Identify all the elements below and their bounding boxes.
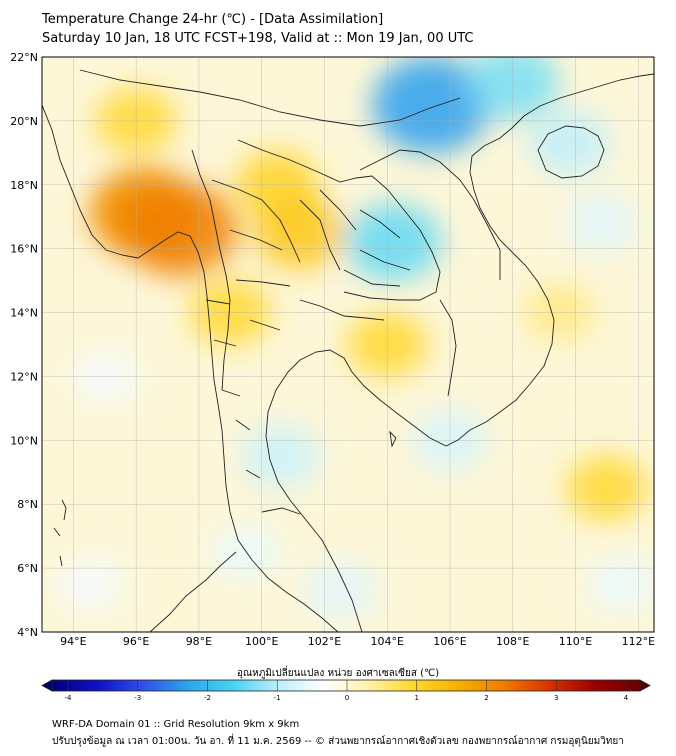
lat-label: 20°N (10, 115, 38, 128)
border-thailand-malaysia (261, 507, 301, 515)
field-region (528, 110, 610, 177)
longitude-labels: 94°E 96°E 98°E 100°E 102°E 104°E 106°E 108°E 110… (60, 635, 655, 648)
lat-label: 10°N (10, 434, 38, 447)
lon-label: 96°E (123, 635, 149, 648)
border-cambodia-vietnam (439, 299, 457, 397)
colorbar-tick-label: -2 (204, 694, 211, 702)
lon-label: 110°E (559, 635, 592, 648)
field-region (303, 561, 377, 620)
colorbar-label: อุณหภูมิเปลี่ยนแปลง หน่วย องศาเซลเซียส (… (236, 668, 440, 679)
coastline-hainan (537, 125, 605, 179)
field-region (241, 424, 320, 488)
coastline-gulf-east (265, 73, 654, 632)
map-plot-area (42, 57, 654, 632)
colorbar-low-extend (41, 679, 53, 692)
lat-label: 14°N (10, 307, 38, 320)
lon-label: 106°E (433, 635, 466, 648)
map-frame (41, 56, 655, 633)
field-region (587, 556, 654, 613)
colorbar-tick-label: -4 (64, 694, 72, 702)
colorbar-tick-label: 4 (623, 694, 629, 702)
colorbar-tick-label: 3 (554, 694, 559, 702)
lat-label: 8°N (17, 498, 38, 511)
lat-label: 22°N (10, 51, 38, 64)
lon-label: 94°E (60, 635, 86, 648)
field-region (55, 557, 123, 611)
colorbar-high-extend (639, 679, 651, 692)
colorbar-ticks (67, 680, 627, 691)
thai-provinces-a (211, 179, 411, 331)
lon-label: 102°E (308, 635, 341, 648)
border-myanmar-thailand (191, 149, 231, 391)
coastline-mainland (42, 104, 339, 632)
border-china-north (79, 69, 461, 127)
colorbar-tick-label: 2 (484, 694, 489, 702)
field-region (564, 193, 638, 253)
field-region (566, 455, 648, 522)
lat-label: 6°N (17, 562, 38, 575)
lat-lon-gridlines (42, 57, 654, 632)
colorbar (51, 679, 641, 692)
border-thailand-laos (237, 139, 441, 301)
field-region (254, 196, 345, 270)
coastlines-and-borders (42, 69, 654, 632)
lon-label: 100°E (245, 635, 278, 648)
field-region (345, 203, 442, 282)
lon-label: 98°E (186, 635, 212, 648)
colorbar-tick-label: 1 (414, 694, 419, 702)
chart-subtitle: Saturday 10 Jan, 18 UTC FCST+198, Valid … (42, 31, 474, 46)
thai-provinces-b (205, 299, 261, 479)
field-region (122, 182, 238, 277)
footer-model-info: WRF-DA Domain 01 :: Grid Resolution 9km … (52, 719, 300, 730)
lon-label: 112°E (622, 635, 655, 648)
lon-label: 104°E (371, 635, 404, 648)
colorbar-tick-label: 0 (344, 694, 350, 702)
colorbar-tick-label: -3 (134, 694, 142, 702)
lat-label: 4°N (17, 626, 38, 639)
border-laos-vietnam (359, 149, 501, 280)
footer-credit: ปรับปรุงข้อมูล ณ เวลา 01:00น. วัน อา. ที… (52, 736, 624, 747)
andaman-islands (53, 499, 67, 567)
sumatra-north-coast (149, 551, 237, 632)
lon-label: 108°E (496, 635, 529, 648)
phu-quoc-island (389, 430, 397, 448)
temperature-field (55, 57, 654, 620)
latitude-labels: 4°N 6°N 8°N 10°N 12°N 14°N 16°N 18°N 20°N 22°N (10, 51, 38, 639)
border-thailand-cambodia (299, 299, 385, 321)
lat-label: 18°N (10, 179, 38, 192)
lat-label: 12°N (10, 370, 38, 383)
field-region (372, 57, 490, 154)
lat-label: 16°N (10, 243, 38, 256)
chart-title: Temperature Change 24-hr (℃) - [Data Ass… (42, 12, 384, 27)
colorbar-tick-label: -1 (273, 694, 281, 702)
